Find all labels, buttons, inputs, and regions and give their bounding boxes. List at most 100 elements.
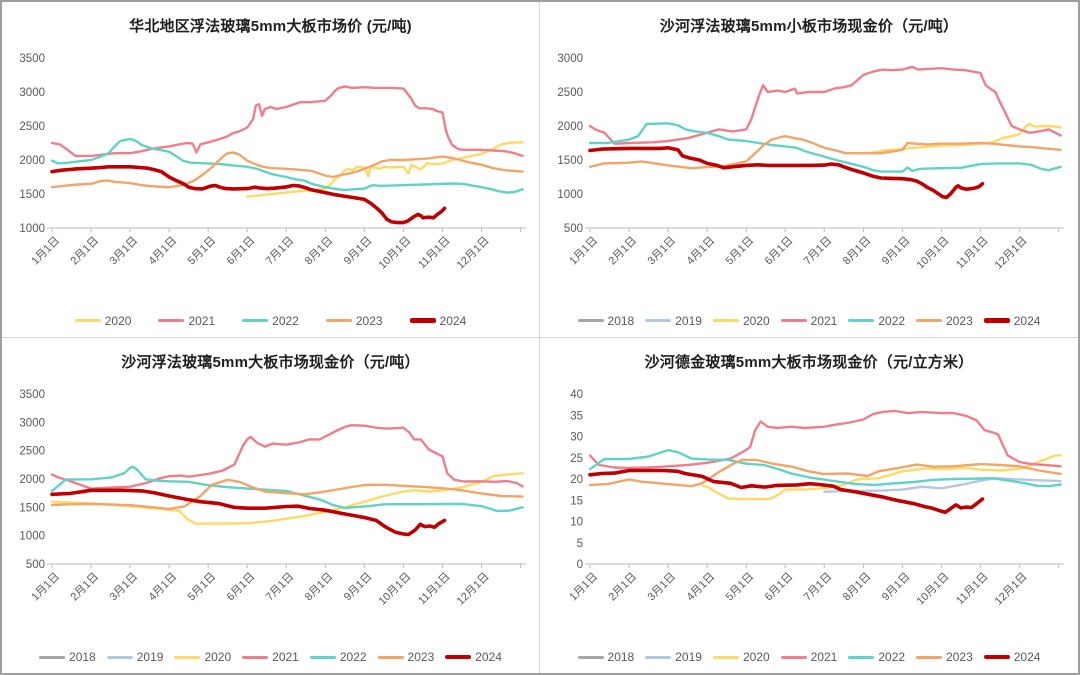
chart-legend: 2018 2019 2020 2021 2022 2023 2024 [540,650,1078,664]
legend-swatch-2022 [309,655,336,659]
x-axis-tick-label: 11月1日 [416,235,452,271]
x-axis-tick-label: 5月1日 [724,570,757,603]
legend-item-2024: 2024 [983,314,1040,328]
x-axis-tick-label: 6月1日 [225,570,258,603]
x-axis-tick-label: 7月1日 [264,570,297,603]
series-line-2021 [588,409,1062,469]
legend-item-2018: 2018 [39,650,96,664]
x-axis-tick-label: 4月1日 [147,570,180,603]
y-axis-tick-label: 1500 [19,502,45,514]
legend-label: 2022 [339,650,367,664]
series-line-2021 [50,85,524,158]
legend-label: 2023 [946,313,973,328]
series-line-2023 [50,151,524,189]
series-line-2024 [588,468,985,514]
chart-legend: 2018 2019 2020 2021 2022 2023 2024 [540,314,1078,328]
legend-swatch-2023 [377,655,404,659]
chart-legend: 2018 2019 2020 2021 2022 2023 2024 [2,650,539,664]
x-axis-tick-label: 11月1日 [954,235,990,271]
legend-swatch-2019 [645,319,672,322]
chart-panel-shahe-dejin: 沙河德金玻璃5mm大板市场现金价（元/立方米） 40 35 30 25 20 15 10 5 0… [540,337,1078,673]
series-line-2023 [50,478,524,510]
legend-label: 2020 [104,313,132,328]
y-axis-tick-label: 1000 [19,223,45,235]
series-line-2023 [588,458,1062,487]
series-line-2021 [588,65,1062,145]
legend-swatch-2018 [577,655,604,659]
x-axis-tick-label: 10月1日 [915,570,952,607]
series-line-2024 [588,146,985,200]
series-line-2020 [868,122,1062,155]
y-axis-tick-label: 2000 [557,121,583,133]
y-axis-tick-label: 3500 [19,389,45,401]
chart-title: 华北地区浮法玻璃5mm大板市场价 (元/吨) [129,18,412,35]
legend-item-2022: 2022 [848,314,905,328]
legend-item-2023: 2023 [325,314,383,328]
y-axis-tick-label: 15 [570,495,583,507]
x-axis-tick-label: 3月1日 [646,570,679,603]
x-axis-tick-label: 6月1日 [763,235,796,268]
legend-swatch-2023 [325,319,352,322]
legend-item-2020: 2020 [712,650,770,664]
y-axis-tick-label: 3000 [557,53,583,65]
y-axis-tick-label: 0 [577,559,583,571]
legend-item-2022: 2022 [242,314,299,328]
y-axis-tick-label: 500 [26,559,45,571]
legend-label: 2021 [810,313,838,328]
x-axis-tick-label: 2月1日 [606,570,639,603]
x-axis-tick-label: 4月1日 [685,570,718,603]
y-axis-tick-label: 1500 [19,189,45,201]
legend-swatch-2021 [780,655,807,659]
y-axis-tick-label: 30 [570,431,583,443]
series-line-2020 [50,471,524,525]
legend-item-2022: 2022 [309,650,367,664]
legend-swatch-2019 [645,655,672,659]
x-axis-tick-label: 5月1日 [724,235,757,268]
legend-label: 2019 [675,650,702,664]
x-axis-tick-label: 6月1日 [763,570,796,603]
legend-item-2020: 2020 [712,314,770,328]
x-axis-tick-label: 11月1日 [416,570,452,606]
legend-item-2021: 2021 [780,650,837,664]
x-axis-tick-label: 7月1日 [802,235,835,268]
x-axis-tick-label: 1月1日 [29,570,62,603]
x-axis-tick-label: 2月1日 [606,235,639,268]
legend-label: 2022 [878,313,906,328]
legend-swatch-2018 [39,655,66,659]
series-line-2020 [246,141,524,198]
x-axis-tick-label: 12月1日 [993,235,1030,272]
chart-legend: 2020 2021 2022 2023 2024 [2,314,539,328]
y-axis-tick-label: 2000 [19,474,45,486]
legend-swatch-2022 [848,655,875,659]
legend-label: 2021 [272,650,299,664]
y-axis-tick-label: 3500 [19,53,45,65]
legend-swatch-2024 [983,318,1010,323]
legend-swatch-2019 [106,655,133,659]
legend-item-2023: 2023 [916,650,973,664]
x-axis-tick-label: 10月1日 [915,235,952,272]
x-axis-tick-label: 9月1日 [342,570,375,603]
x-axis-tick-label: 12月1日 [455,570,492,607]
chart-panel-shahe-small-board: 沙河浮法玻璃5mm小板市场现金价（元/吨） 3000 2500 2000 1500 10… [540,2,1078,338]
legend-swatch-2022 [848,319,875,322]
legend-label: 2022 [878,650,906,664]
legend-swatch-2021 [242,655,269,659]
legend-swatch-2021 [780,319,807,322]
chart-title: 沙河德金玻璃5mm大板市场现金价（元/立方米） [644,353,974,371]
legend-swatch-2020 [174,655,201,659]
legend-item-2024: 2024 [409,313,467,328]
y-axis-tick-label: 20 [570,474,583,486]
legend-label: 2019 [136,650,164,664]
y-axis-tick-label: 3000 [19,417,45,429]
legend-label: 2024 [439,313,467,328]
x-axis-tick-label: 6月1日 [225,235,258,268]
legend-swatch-2024 [445,654,472,660]
series-line-2022 [588,448,1062,487]
chart-title: 沙河浮法玻璃5mm大板市场现金价（元/吨） [121,353,420,371]
legend-swatch-2023 [916,319,943,322]
series-line-2021 [50,423,524,490]
y-axis-tick-label: 1000 [19,530,45,542]
legend-item-2023: 2023 [377,650,434,664]
